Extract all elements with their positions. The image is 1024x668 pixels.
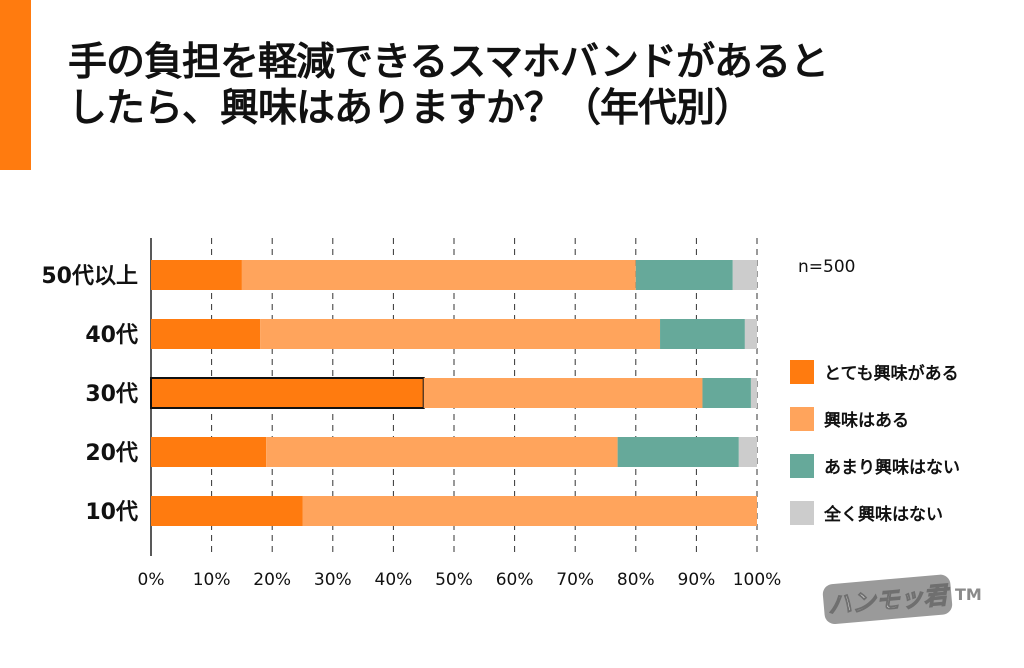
- bar-segment: [150, 377, 425, 409]
- category-label: 50代以上: [41, 264, 138, 289]
- bar-segment: [151, 496, 303, 526]
- category-label: 20代: [85, 441, 138, 466]
- bar-segment: [423, 378, 703, 408]
- category-label: 10代: [85, 500, 138, 525]
- legend-label: とても興味がある: [824, 363, 959, 384]
- bar-segment: [266, 437, 618, 467]
- bar-segment: [302, 496, 757, 526]
- title-line-2: したら、興味はありますか？（年代別）: [68, 86, 753, 131]
- x-tick-label: 50%: [435, 570, 473, 590]
- bar-segment: [241, 260, 636, 290]
- bar-segment: [738, 437, 757, 467]
- legend-label: あまり興味はない: [824, 457, 960, 478]
- bar-segment: [617, 437, 739, 467]
- x-tick-label: 100%: [733, 570, 782, 590]
- category-label: 40代: [85, 323, 138, 348]
- category-labels: 50代以上 40代 30代 20代 10代: [41, 264, 138, 525]
- bar-segment: [635, 260, 733, 290]
- page-title: 手の負担を軽減できるスマホバンドがあると したら、興味はありますか？（年代別）: [68, 40, 968, 132]
- bar-segment: [151, 319, 261, 349]
- logo-background: [822, 574, 953, 625]
- bar-segment: [702, 378, 751, 408]
- logo: ハンモッ君: [822, 574, 953, 625]
- x-tick-label: 10%: [193, 570, 231, 590]
- accent-bar: [0, 0, 31, 170]
- sample-size-note: n=500: [798, 257, 855, 277]
- legend-label: 全く興味はない: [823, 504, 943, 525]
- logo-trademark: TM: [955, 585, 982, 604]
- legend-swatch: [790, 454, 814, 478]
- x-tick-label: 0%: [138, 570, 165, 590]
- bars: [150, 260, 757, 526]
- bar-segment: [750, 378, 757, 408]
- legend-swatch: [790, 360, 814, 384]
- x-tick-label: 60%: [496, 570, 534, 590]
- bar-segment: [260, 319, 661, 349]
- x-tick-label: 90%: [678, 570, 716, 590]
- legend-label: 興味はある: [824, 410, 909, 431]
- legend-swatch: [790, 407, 814, 431]
- x-tick-label: 30%: [314, 570, 352, 590]
- x-tick-labels: 0% 10% 20% 30% 40% 50% 60% 70% 80% 90% 100%: [138, 570, 782, 590]
- bar-segment: [151, 260, 242, 290]
- bar-segment: [744, 319, 757, 349]
- category-label: 30代: [85, 382, 138, 407]
- bar-segment: [660, 319, 745, 349]
- x-tick-label: 40%: [375, 570, 413, 590]
- x-tick-label: 20%: [253, 570, 291, 590]
- x-tick-label: 70%: [556, 570, 594, 590]
- legend-swatch: [790, 501, 814, 525]
- title-line-1: 手の負担を軽減できるスマホバンドがあると: [68, 40, 829, 85]
- x-tick-label: 80%: [617, 570, 655, 590]
- bar-segment: [732, 260, 757, 290]
- bar-segment: [151, 437, 267, 467]
